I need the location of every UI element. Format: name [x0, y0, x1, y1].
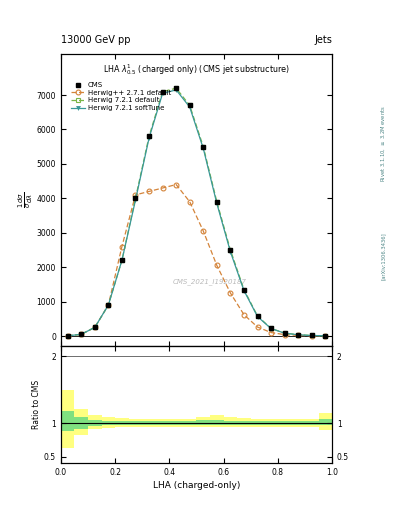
Y-axis label: Ratio to CMS: Ratio to CMS	[32, 380, 41, 430]
Text: Jets: Jets	[314, 35, 332, 45]
Text: 13000 GeV pp: 13000 GeV pp	[61, 35, 130, 45]
Legend: CMS, Herwig++ 2.7.1 default, Herwig 7.2.1 default, Herwig 7.2.1 softTune: CMS, Herwig++ 2.7.1 default, Herwig 7.2.…	[70, 80, 173, 113]
Text: Rivet 3.1.10, $\geq$ 3.2M events: Rivet 3.1.10, $\geq$ 3.2M events	[379, 105, 387, 182]
Text: $\frac{1}{\sigma}\frac{d\sigma}{d\lambda}$: $\frac{1}{\sigma}\frac{d\sigma}{d\lambda…	[17, 192, 35, 208]
Text: CMS_2021_I1920187: CMS_2021_I1920187	[173, 279, 247, 285]
Text: LHA $\lambda^{1}_{0.5}$ (charged only) (CMS jet substructure): LHA $\lambda^{1}_{0.5}$ (charged only) (…	[103, 62, 290, 77]
X-axis label: LHA (charged-only): LHA (charged-only)	[153, 481, 240, 490]
Text: [arXiv:1306.3436]: [arXiv:1306.3436]	[381, 232, 386, 280]
